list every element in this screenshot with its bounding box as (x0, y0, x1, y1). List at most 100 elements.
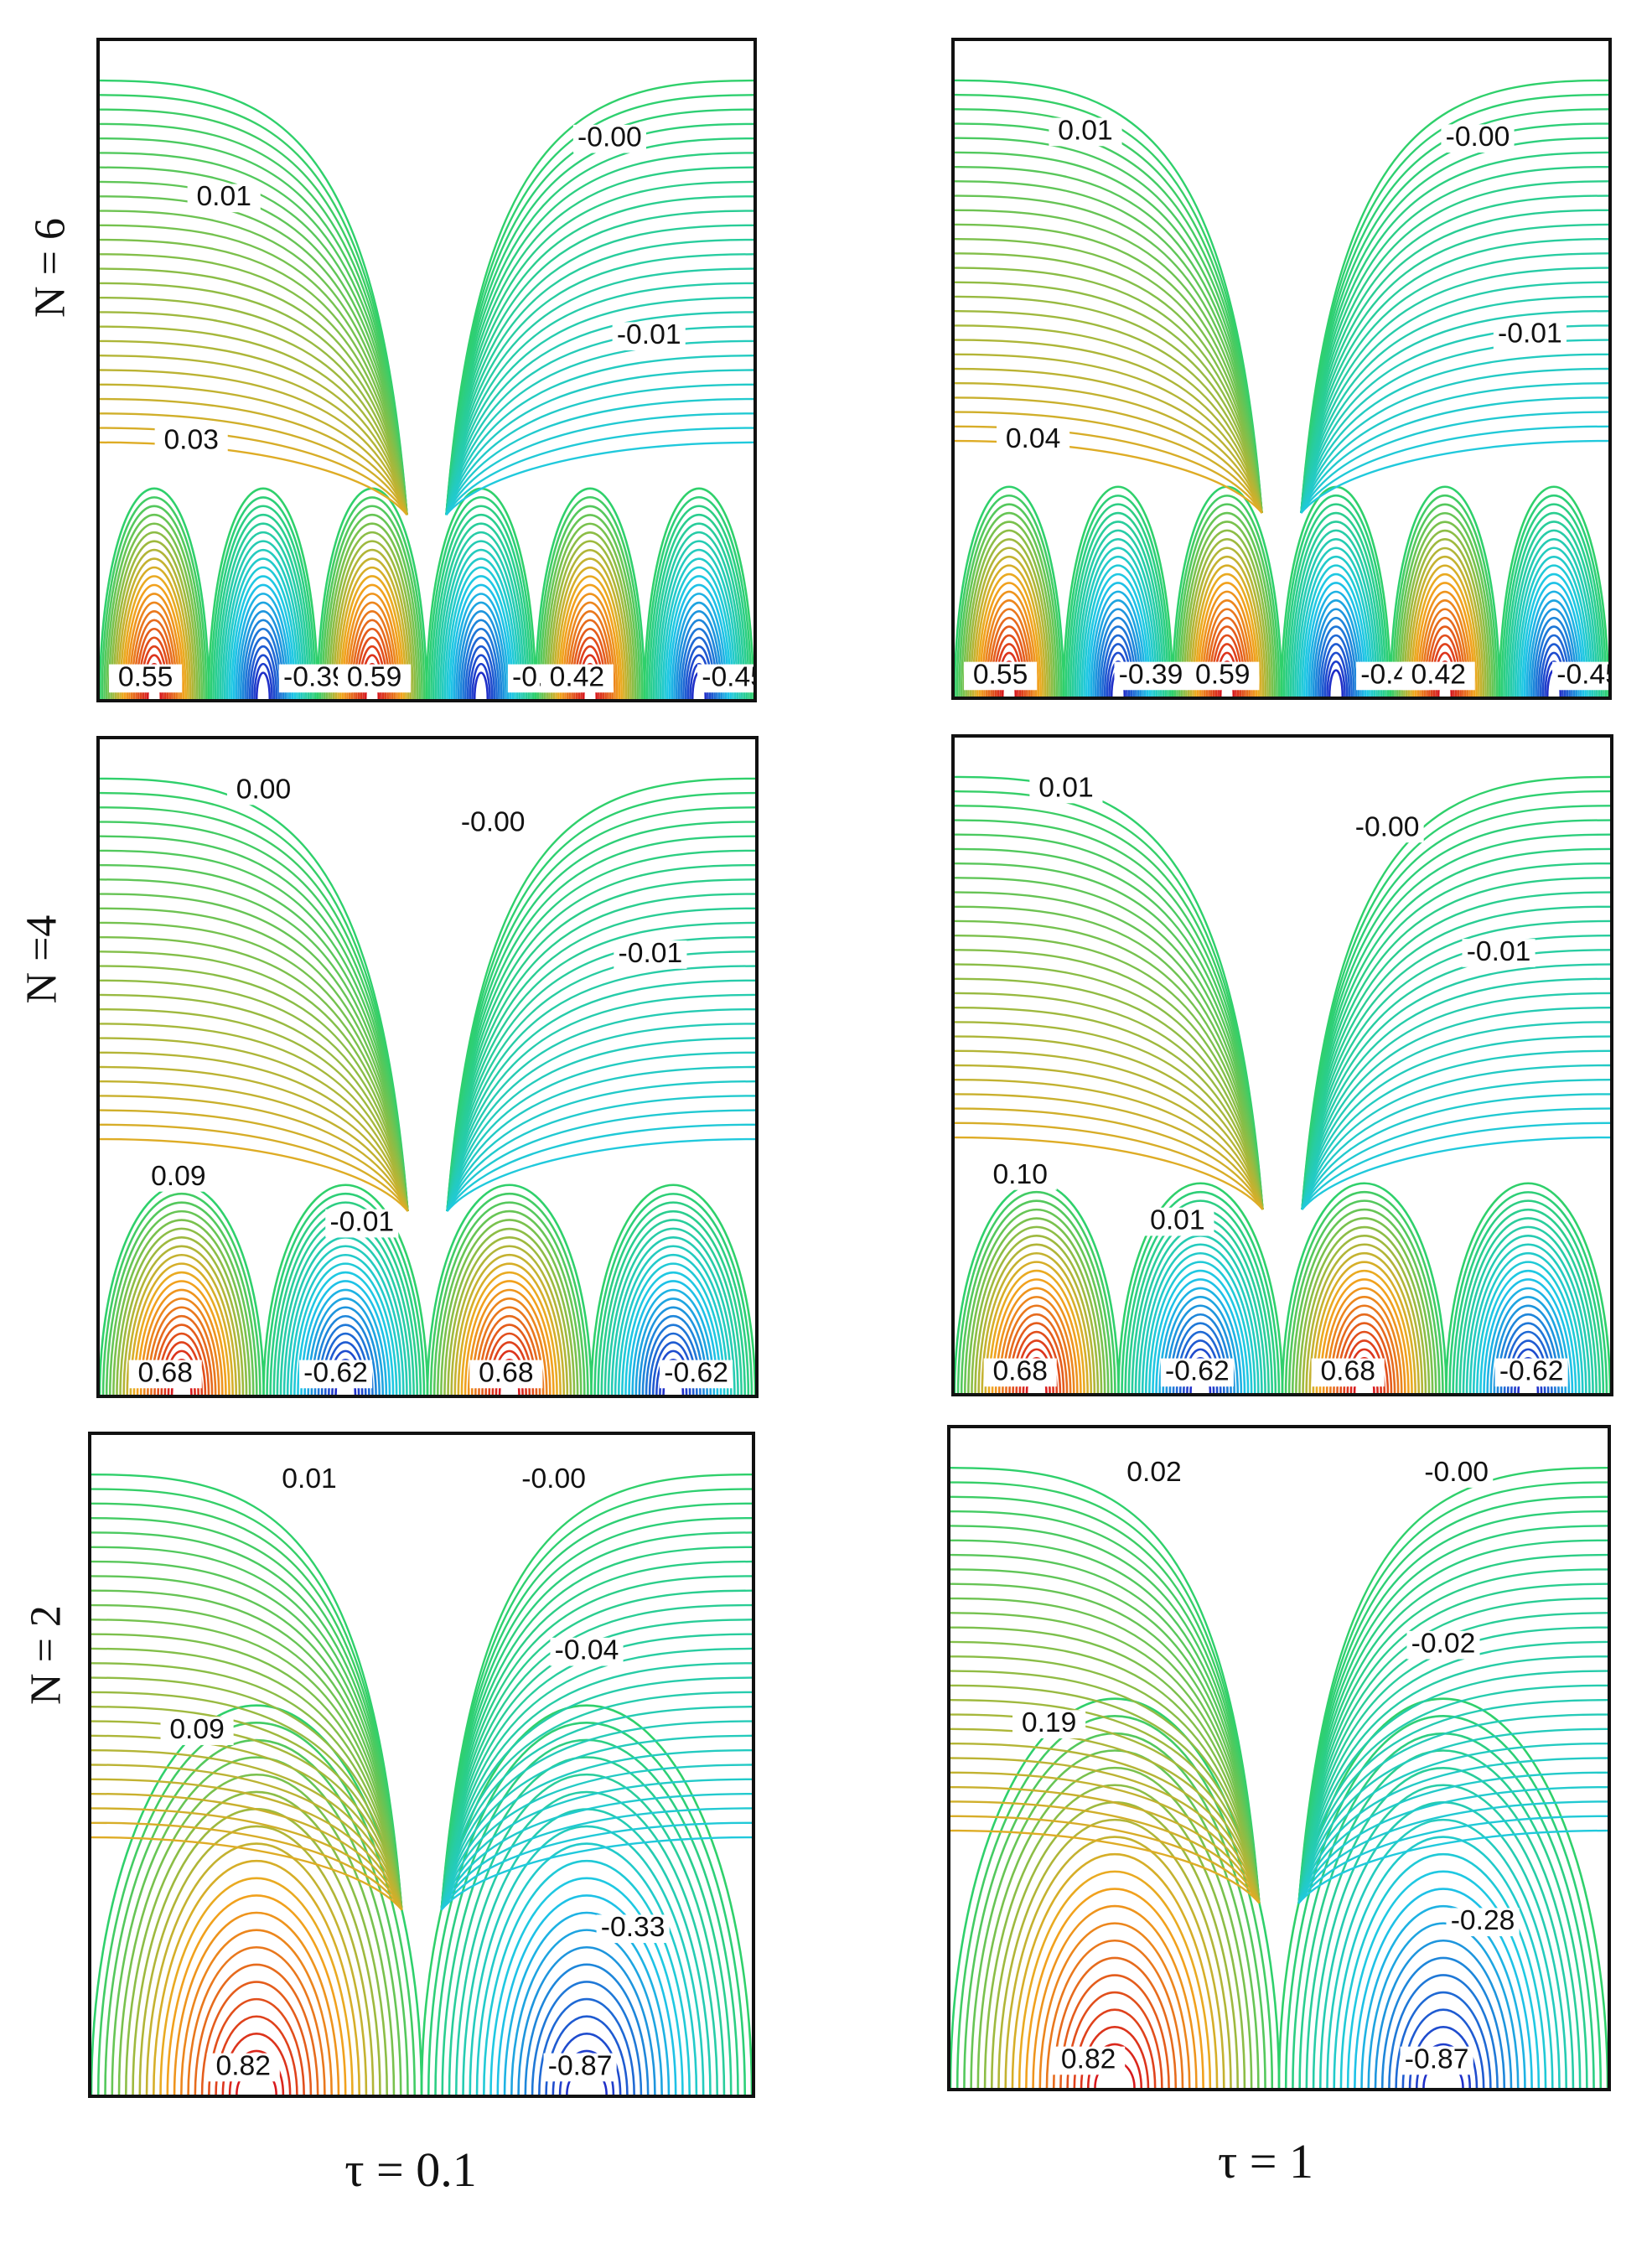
svg-text:-0.39: -0.39 (1119, 659, 1183, 690)
svg-text:0.42: 0.42 (550, 661, 604, 692)
contour-line (1496, 1313, 1560, 1393)
contour-line (1067, 503, 1169, 697)
contour-line (955, 949, 1264, 1210)
contour-line (1300, 180, 1608, 514)
contour-line (955, 847, 1264, 1210)
contour-line (1317, 625, 1355, 697)
contour-line (955, 151, 1263, 514)
contour-line (1448, 1190, 1608, 1393)
contour-line (446, 1095, 755, 1212)
contour-line (446, 1065, 755, 1212)
contour-line (987, 1269, 1085, 1393)
contour-line (100, 397, 408, 515)
contour-line (1162, 1296, 1240, 1393)
contour-line (552, 557, 628, 699)
contour-line (955, 1035, 1264, 1210)
contour-line (1300, 411, 1608, 514)
contour-line (100, 224, 408, 515)
contour-line (617, 1254, 729, 1395)
contour-line (1301, 905, 1610, 1210)
contour-line (955, 281, 1263, 514)
contour-line (1493, 1304, 1563, 1393)
contour-line (1498, 486, 1608, 697)
contour-line (950, 1539, 1261, 1904)
contour-line (440, 1502, 752, 1910)
contour-line (112, 1219, 251, 1395)
contour-panel-n2-tau0.1: 0.01 -0.00 -0.04 0.09 -0.33 0.82 -0.87 (88, 1432, 755, 2098)
contour-line (1297, 1612, 1608, 1904)
contour-line (955, 223, 1263, 514)
contour-line (446, 1137, 755, 1212)
contour-line (1388, 1974, 1499, 2088)
contour-line (955, 122, 1263, 514)
contour-value-label: -0.01 (1493, 319, 1567, 350)
contour-line (1176, 503, 1278, 697)
contour-line (91, 1676, 403, 1910)
contour-line (440, 1603, 752, 1910)
contour-panel-n2-tau1: 0.02 -0.00 -0.02 0.19 -0.28 0.82 -0.87 (947, 1425, 1611, 2091)
contour-line (207, 487, 319, 699)
contour-line (1489, 1296, 1567, 1393)
contour-line (974, 1235, 1100, 1393)
svg-text:-0.62: -0.62 (1165, 1355, 1230, 1386)
contour-line (1297, 1553, 1608, 1904)
contour-line (1308, 591, 1365, 697)
contour-line (977, 1243, 1096, 1393)
contour-line (434, 523, 528, 699)
contour-line (145, 1842, 368, 2095)
contour-line (443, 557, 519, 699)
contour-line (974, 564, 1044, 697)
contour-line (100, 1137, 409, 1212)
contour-line (1503, 503, 1605, 697)
contour-line (1462, 1225, 1594, 1393)
svg-text:0.42: 0.42 (1411, 659, 1465, 690)
svg-text:-0.00: -0.00 (461, 806, 526, 837)
contour-line (1301, 1093, 1610, 1210)
contour-value-label: 0.42 (1401, 659, 1475, 690)
contour-line (325, 523, 419, 699)
contour-line (955, 494, 1063, 697)
contour-line (955, 1715, 1274, 2088)
contour-line (1074, 529, 1163, 697)
contour-line (1025, 1888, 1204, 2088)
svg-text:0.59: 0.59 (347, 661, 401, 692)
contour-line (1523, 582, 1585, 697)
contour-line (955, 295, 1263, 514)
contour-line (955, 339, 1263, 514)
contour-line (1483, 1278, 1574, 1393)
contour-line (251, 654, 276, 699)
contour-line (967, 538, 1051, 697)
contour-line (1510, 529, 1598, 697)
contour-line (445, 412, 753, 515)
contour-line (950, 1612, 1261, 1904)
contour-line (446, 950, 755, 1212)
contour-line (997, 1296, 1075, 1393)
contour-line (971, 556, 1047, 697)
contour-line (180, 1929, 333, 2095)
contour-line (1296, 546, 1376, 697)
contour-line (440, 1531, 752, 1910)
contour-line (100, 137, 408, 515)
contour-line (453, 593, 510, 699)
contour-value-label: -0.00 (1441, 122, 1515, 153)
contour-line (1528, 599, 1580, 697)
svg-text:0.68: 0.68 (1320, 1355, 1375, 1386)
svg-text:0.01: 0.01 (282, 1463, 336, 1494)
contour-line (91, 1516, 403, 1910)
contour-line (950, 1655, 1261, 1904)
contour-line (955, 1049, 1264, 1210)
contour-line (1298, 1749, 1588, 2088)
contour-line (289, 1254, 401, 1395)
contour-line (1301, 1107, 1610, 1210)
contour-line (100, 210, 408, 515)
contour-line (440, 1748, 752, 1910)
contour-value-label: -0.01 (1462, 936, 1535, 967)
contour-line (445, 369, 753, 515)
svg-text:-0.00: -0.00 (1446, 122, 1510, 153)
contour-line (950, 1510, 1261, 1904)
contour-line (1141, 1244, 1260, 1393)
contour-line (467, 1288, 552, 1395)
contour-line (1525, 591, 1582, 697)
contour-line (1287, 511, 1385, 697)
contour-line (1300, 165, 1608, 514)
